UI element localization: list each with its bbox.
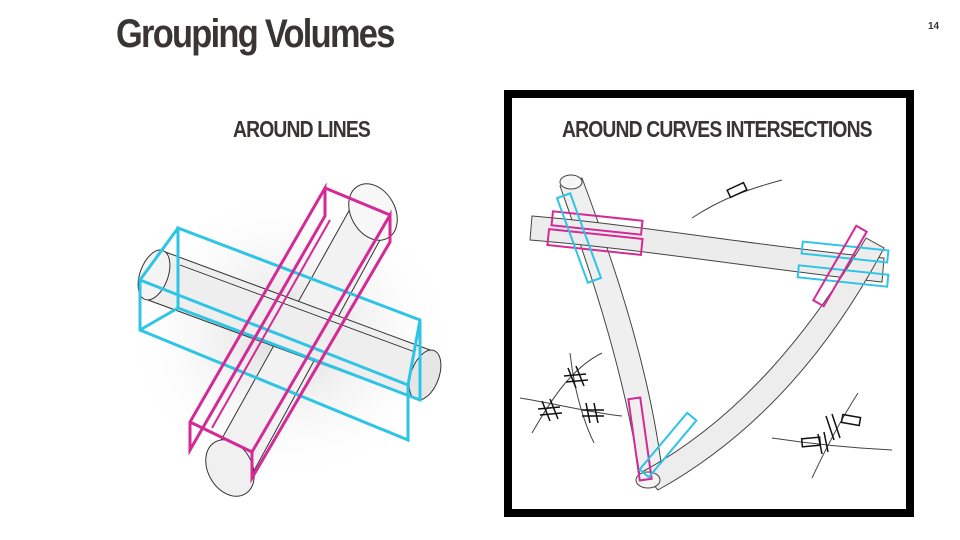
cyan-bounding-volume: [138, 225, 422, 443]
intersection-boxes-bottom: [627, 396, 698, 482]
curve-segment-top: [691, 179, 783, 219]
around-curves-intersections-label: AROUND CURVES INTERSECTIONS: [562, 116, 873, 142]
page-number: 14: [928, 21, 940, 32]
intersections-panel: [504, 90, 914, 517]
intersection-boxes-top-left: [546, 192, 644, 284]
curve-cluster-left: [519, 352, 623, 444]
magenta-bounding-volume: [188, 182, 392, 484]
around-curves-intersections-illustration: [519, 174, 893, 491]
tube-3: [635, 237, 885, 491]
slide-title: Grouping Volumes: [116, 12, 395, 56]
curve-cluster-right: [771, 392, 893, 479]
around-lines-illustration: [120, 182, 460, 497]
around-lines-label: AROUND LINES: [233, 116, 371, 142]
intersection-boxes-right: [796, 224, 890, 308]
